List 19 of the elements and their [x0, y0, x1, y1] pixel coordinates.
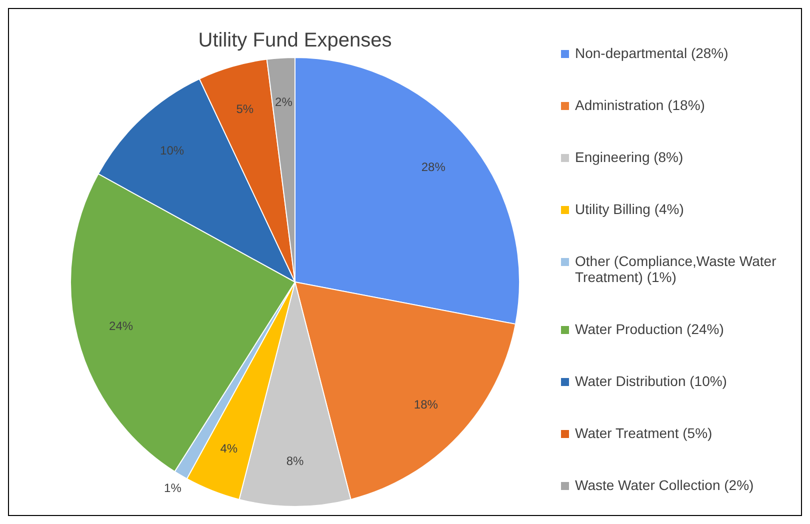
legend-label: Waste Water Collection (2%)	[575, 477, 754, 493]
data-label: 18%	[414, 397, 438, 412]
data-label: 2%	[275, 95, 293, 110]
data-label: 28%	[421, 160, 446, 174]
data-label: 10%	[160, 143, 184, 158]
data-label: 5%	[236, 102, 254, 116]
data-label: 8%	[286, 454, 304, 468]
data-label: 4%	[220, 441, 238, 456]
legend-label: Water Distribution (10%)	[575, 373, 727, 389]
data-label: 24%	[109, 318, 134, 333]
legend-label: Engineering (8%)	[575, 149, 684, 165]
legend-label: Utility Billing (4%)	[575, 201, 684, 217]
legend-label: Water Production (24%)	[575, 321, 724, 337]
legend-label: Administration (18%)	[575, 97, 705, 113]
legend-label: Non-departmental (28%)	[575, 45, 728, 61]
chart-title: Utility Fund Expenses	[198, 30, 392, 52]
data-label: 1%	[164, 481, 182, 496]
legend-label: Other (Compliance,Waste Water Treatment) (1%)	[575, 253, 778, 285]
legend-label: Water Treatment (5%)	[575, 425, 712, 441]
